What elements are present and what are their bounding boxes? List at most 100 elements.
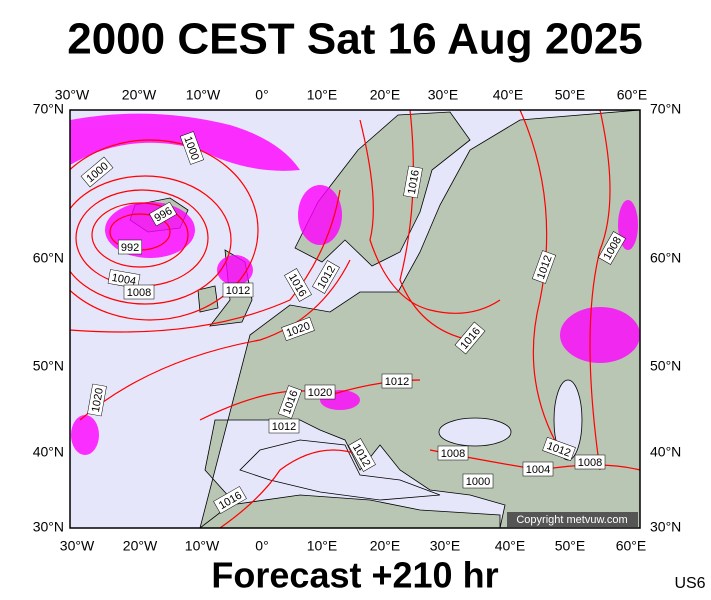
isobar-label: 1004 xyxy=(107,269,141,289)
lat-label-left: 40°N xyxy=(33,444,64,460)
lon-label-bottom: 30°W xyxy=(60,538,95,554)
map-frame xyxy=(69,109,641,529)
lon-label-top: 50°E xyxy=(555,87,586,103)
isobar-label-box xyxy=(574,454,606,470)
isobar-label-box xyxy=(437,445,469,461)
lat-label-left: 70°N xyxy=(33,101,64,117)
isobar-label-box xyxy=(213,486,247,514)
lon-label-bottom: 40°E xyxy=(495,538,526,554)
lat-label-left: 50°N xyxy=(33,358,64,374)
isobar-label-box xyxy=(123,284,155,300)
lon-label-bottom: 0° xyxy=(255,538,268,554)
map-area xyxy=(70,110,640,528)
mediterranean xyxy=(239,439,441,501)
lon-label-bottom: 50°E xyxy=(555,538,586,554)
isobar-label: 1000 xyxy=(462,473,494,489)
map-title: 2000 CEST Sat 16 Aug 2025 xyxy=(67,15,643,64)
lon-label-top: 40°E xyxy=(493,87,524,103)
isobar-label-box xyxy=(268,418,300,434)
isobar-label-box xyxy=(304,384,336,400)
isobar-label-box xyxy=(381,373,413,389)
isobar-label-box xyxy=(542,436,576,462)
lon-label-top: 20°W xyxy=(122,87,157,103)
isobar-label-text: 1008 xyxy=(441,448,465,460)
precip-norway xyxy=(298,185,342,245)
isobar-label-box xyxy=(281,316,315,342)
isobar-label-box xyxy=(462,473,494,489)
lon-label-bottom: 60°E xyxy=(616,538,647,554)
isobar-label: 1016 xyxy=(403,165,423,199)
continent xyxy=(199,110,640,528)
isobar-label-box xyxy=(222,282,254,298)
caspian-sea xyxy=(553,379,583,461)
isobar-label-text: 1012 xyxy=(385,376,409,388)
isobar-label-box xyxy=(454,321,486,355)
isobar-label-box xyxy=(80,156,114,188)
lon-label-top: 10°E xyxy=(307,87,338,103)
lon-label-top: 0° xyxy=(255,87,268,103)
lon-label-bottom: 20°E xyxy=(370,538,401,554)
lon-label-bottom: 30°E xyxy=(430,538,461,554)
black-sea xyxy=(438,417,512,447)
isobar-label-box xyxy=(312,260,340,294)
isobar-label: 1008 xyxy=(574,454,606,470)
lat-label-right: 70°N xyxy=(650,101,681,117)
lat-label-right: 60°N xyxy=(650,250,681,266)
isobar-label-text: 1016 xyxy=(406,169,422,195)
africa xyxy=(199,494,501,528)
isobar-label-box xyxy=(87,383,107,417)
isobar-label: 1004 xyxy=(522,461,554,477)
isobar-label-box xyxy=(531,250,557,284)
isobar-label-box xyxy=(284,268,312,302)
lon-label-bottom: 10°E xyxy=(307,538,338,554)
lat-label-left: 60°N xyxy=(33,250,64,266)
isobar-label: 1020 xyxy=(304,384,336,400)
lat-label-left: 30°N xyxy=(33,519,64,535)
isobar-label-box xyxy=(179,131,205,165)
isobar-label: 1008 xyxy=(437,445,469,461)
inland-seas xyxy=(239,379,583,501)
lon-label-bottom: 20°W xyxy=(123,538,158,554)
isobar-label-box xyxy=(598,231,626,265)
lat-label-right: 40°N xyxy=(650,444,681,460)
lon-label-top: 60°E xyxy=(617,87,648,103)
isobar-label-text: 1020 xyxy=(90,387,106,413)
isobar-label-box xyxy=(118,239,142,255)
isobar-label-text: 1008 xyxy=(127,287,151,299)
isobar-label: 1020 xyxy=(87,383,107,417)
precip-uk xyxy=(217,255,253,285)
isobar-label-text: 1000 xyxy=(466,476,490,488)
isobar-label-text: 1012 xyxy=(226,285,250,297)
isobar-label-box xyxy=(522,461,554,477)
lon-label-top: 10°W xyxy=(186,87,221,103)
model-label: US6 xyxy=(674,575,705,592)
isobar-label-box xyxy=(403,165,423,199)
isobar-label: 1008 xyxy=(123,284,155,300)
isobar-label-text: 992 xyxy=(121,242,139,254)
isobar-label: 1012 xyxy=(222,282,254,298)
isobar-label-text: 1020 xyxy=(308,387,332,399)
isobar-label-box xyxy=(148,201,178,227)
precip-west xyxy=(71,415,99,455)
lat-label-right: 30°N xyxy=(650,519,681,535)
lon-label-bottom: 10°W xyxy=(185,538,220,554)
precip-east xyxy=(560,307,640,363)
isobar-label: 992 xyxy=(118,239,142,255)
isobar-label-box xyxy=(107,269,141,289)
ireland xyxy=(197,285,219,313)
credit: Copyright metvuw.com xyxy=(516,514,627,526)
lon-label-top: 30°W xyxy=(55,87,90,103)
lat-label-right: 50°N xyxy=(650,358,681,374)
isobar-label: 1012 xyxy=(381,373,413,389)
isobar-label-text: 1004 xyxy=(526,464,550,476)
lon-label-top: 30°E xyxy=(428,87,459,103)
isobar-label-text: 1004 xyxy=(111,272,137,288)
lon-label-top: 20°E xyxy=(370,87,401,103)
isobar-label-box xyxy=(277,385,303,419)
isobar-label-text: 1012 xyxy=(272,421,296,433)
credit-box xyxy=(507,512,638,527)
isobar-label-text: 1008 xyxy=(578,457,602,469)
isobar-label-box xyxy=(348,438,376,472)
